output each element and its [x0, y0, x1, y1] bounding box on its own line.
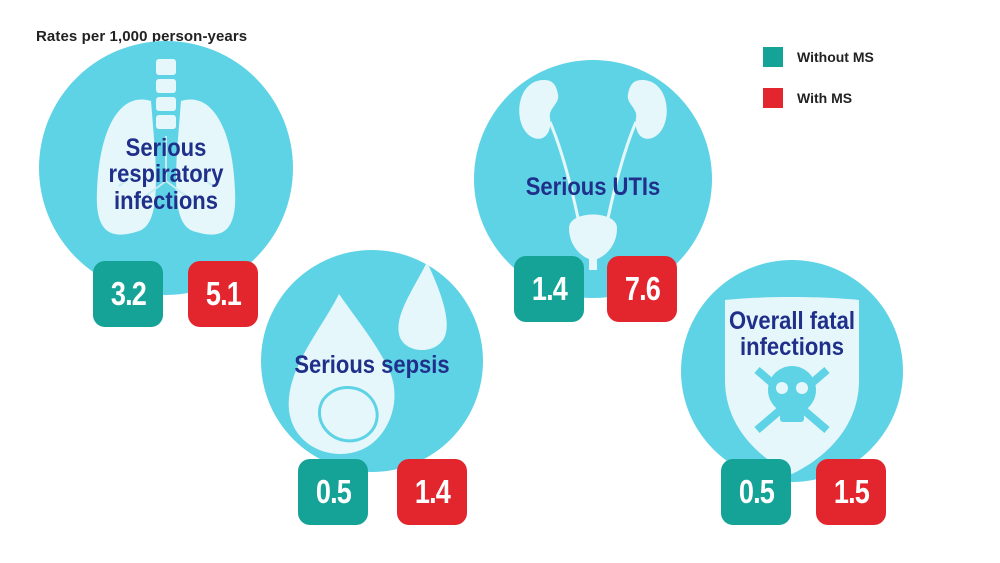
fatal-label: Overall fatal infections — [700, 308, 885, 361]
sepsis-label-line-1: Serious sepsis — [294, 351, 450, 379]
uti-without-ms-value: 1.4 — [514, 256, 584, 322]
fatal-without-ms-value: 0.5 — [721, 459, 791, 525]
lungs-icon — [96, 59, 236, 235]
respiratory-label-line-1: Serious — [125, 134, 207, 162]
skull-shield-icon — [725, 297, 859, 474]
blood-drops-icon — [288, 262, 447, 454]
respiratory-label-line-2: respiratory — [108, 160, 224, 189]
chart-subtitle: Rates per 1,000 person-years — [36, 28, 248, 45]
legend-item-without-ms: Without MS — [763, 47, 874, 67]
legend-swatch-without-ms — [763, 47, 783, 67]
uti-label: Serious UTIs — [501, 173, 686, 201]
fatal-circle: Overall fatal infections — [681, 260, 903, 482]
legend: Without MS With MS — [763, 47, 874, 129]
legend-swatch-with-ms — [763, 88, 783, 108]
uti-circle: Serious UTIs — [474, 60, 712, 298]
sepsis-label: Serious sepsis — [280, 351, 465, 379]
sepsis-without-ms-value: 0.5 — [298, 459, 368, 525]
fatal-with-ms-value: 1.5 — [816, 459, 886, 525]
fatal-label-line-2: infections — [740, 333, 844, 362]
legend-label-with-ms: With MS — [797, 90, 853, 106]
kidneys-bladder-icon — [519, 80, 667, 270]
respiratory-without-ms-value: 3.2 — [93, 261, 163, 327]
legend-item-with-ms: With MS — [763, 88, 874, 108]
uti-with-ms-value: 7.6 — [607, 256, 677, 322]
uti-label-line-1: Serious UTIs — [525, 173, 661, 201]
respiratory-label: Serious respiratory infections — [74, 135, 259, 214]
respiratory-circle: Serious respiratory infections — [39, 41, 293, 295]
respiratory-with-ms-value: 5.1 — [188, 261, 258, 327]
legend-label-without-ms: Without MS — [797, 49, 874, 65]
sepsis-circle: Serious sepsis — [261, 250, 483, 472]
fatal-label-line-1: Overall fatal — [729, 307, 855, 335]
sepsis-with-ms-value: 1.4 — [397, 459, 467, 525]
respiratory-label-line-3: infections — [114, 186, 218, 215]
